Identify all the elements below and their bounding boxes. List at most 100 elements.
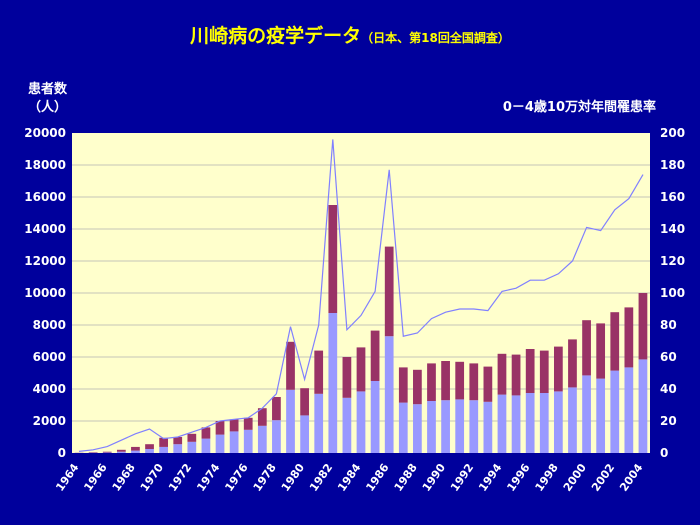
bar-lower <box>398 402 408 453</box>
y2-tick-label: 20 <box>660 414 677 428</box>
x-tick-label: 1974 <box>194 461 222 494</box>
bar-upper <box>314 350 324 394</box>
bar-lower <box>272 420 281 453</box>
chart-title: 川崎病の疫学データ（日本、第18回全国調査） <box>189 24 510 47</box>
x-tick-label: 1996 <box>504 461 532 494</box>
bar-upper <box>229 419 239 432</box>
chart-subtitle: （日本、第18回全国調査） <box>361 30 510 45</box>
y2-tick-label: 100 <box>660 286 685 300</box>
y2-tick-label: 80 <box>660 318 677 332</box>
bar-lower <box>427 401 436 453</box>
bar-lower <box>187 441 197 453</box>
y2-axis-label: 0－4歳10万対年間罹患率 <box>503 99 656 115</box>
x-tick-label: 1978 <box>251 461 279 494</box>
bar-lower <box>525 393 535 453</box>
y2-tick-label: 0 <box>660 446 668 460</box>
y2-tick-label: 120 <box>660 254 685 268</box>
bar-upper <box>398 367 408 403</box>
bar-upper <box>596 323 606 379</box>
x-tick-label: 1984 <box>335 461 363 494</box>
bar-lower <box>413 404 422 453</box>
bar-upper <box>272 397 281 421</box>
bar-upper <box>511 354 521 396</box>
y2-axis-ticks: 0 20 40 60 80 100 120 140 160 180 200 <box>660 126 685 460</box>
bar-lower <box>511 395 521 453</box>
y-tick-label: 18000 <box>24 158 66 172</box>
bar-lower <box>638 359 648 453</box>
bar-lower <box>300 415 309 453</box>
y-axis-label-line1: 患者数 <box>28 81 68 97</box>
y-axis-ticks: 0 2000 4000 6000 8000 10000 12000 14000 16000 180… <box>24 126 66 460</box>
y-tick-label: 16000 <box>24 190 66 204</box>
bar-upper <box>539 350 549 393</box>
bar-upper <box>525 349 535 393</box>
x-tick-label: 1980 <box>279 461 307 494</box>
bar-upper <box>553 346 563 392</box>
bar-upper <box>215 421 225 435</box>
bar-upper <box>243 417 253 430</box>
y2-tick-label: 140 <box>660 222 685 236</box>
bar-upper <box>257 408 267 426</box>
bars-lower-series <box>74 313 648 453</box>
bar-lower <box>201 438 211 453</box>
y2-tick-label: 180 <box>660 158 685 172</box>
y-tick-label: 0 <box>58 446 66 460</box>
bar-upper <box>201 427 211 439</box>
bar-upper <box>455 361 465 400</box>
bar-lower <box>610 370 620 453</box>
bar-lower <box>539 393 549 453</box>
bar-lower <box>370 381 380 453</box>
y-tick-label: 10000 <box>24 286 66 300</box>
bar-upper <box>638 293 648 360</box>
bar-lower <box>497 394 507 453</box>
bar-upper <box>102 451 112 453</box>
bar-upper <box>145 444 154 449</box>
bar-lower <box>286 389 295 453</box>
y-tick-label: 20000 <box>24 126 66 140</box>
bar-upper <box>483 366 493 402</box>
bar-upper <box>568 339 577 388</box>
y2-tick-label: 200 <box>660 126 685 140</box>
bar-lower <box>116 451 126 453</box>
bar-lower <box>145 449 154 453</box>
y-tick-label: 2000 <box>33 414 66 428</box>
bar-upper <box>624 307 634 368</box>
x-tick-label: 1994 <box>476 461 504 494</box>
incidence-rate-line <box>78 139 644 452</box>
y-tick-label: 4000 <box>33 382 66 396</box>
bar-lower <box>243 429 253 453</box>
bar-upper <box>159 437 169 447</box>
x-tick-label: 2002 <box>589 461 617 494</box>
x-tick-label: 1964 <box>53 461 81 494</box>
x-tick-label: 1990 <box>420 461 448 494</box>
y-tick-label: 14000 <box>24 222 66 236</box>
bar-upper <box>441 361 450 401</box>
bar-lower <box>342 397 352 453</box>
y-tick-label: 12000 <box>24 254 66 268</box>
bar-lower <box>356 391 366 453</box>
bar-upper <box>582 320 591 376</box>
x-tick-label: 2004 <box>617 461 645 494</box>
bar-upper <box>342 357 352 398</box>
bar-upper <box>300 388 309 416</box>
x-tick-label: 1986 <box>363 461 391 494</box>
bar-lower <box>441 400 450 453</box>
x-tick-label: 1966 <box>81 461 109 494</box>
bar-lower <box>173 444 183 453</box>
bar-lower <box>328 313 338 453</box>
bar-lower <box>314 393 324 453</box>
y2-tick-label: 160 <box>660 190 685 204</box>
bar-lower <box>469 400 479 453</box>
bar-lower <box>553 391 563 453</box>
bar-upper <box>384 246 394 337</box>
bar-lower <box>483 401 493 453</box>
x-axis-ticks: 1964 1966 1968 1970 1972 1974 1976 1978 1980 1982… <box>53 461 645 494</box>
bar-upper <box>116 449 126 452</box>
x-tick-label: 1972 <box>166 461 194 494</box>
bar-upper <box>610 312 620 371</box>
bar-lower <box>257 425 267 453</box>
bar-upper <box>370 330 380 381</box>
bar-lower <box>455 399 465 453</box>
bar-upper <box>173 437 183 445</box>
